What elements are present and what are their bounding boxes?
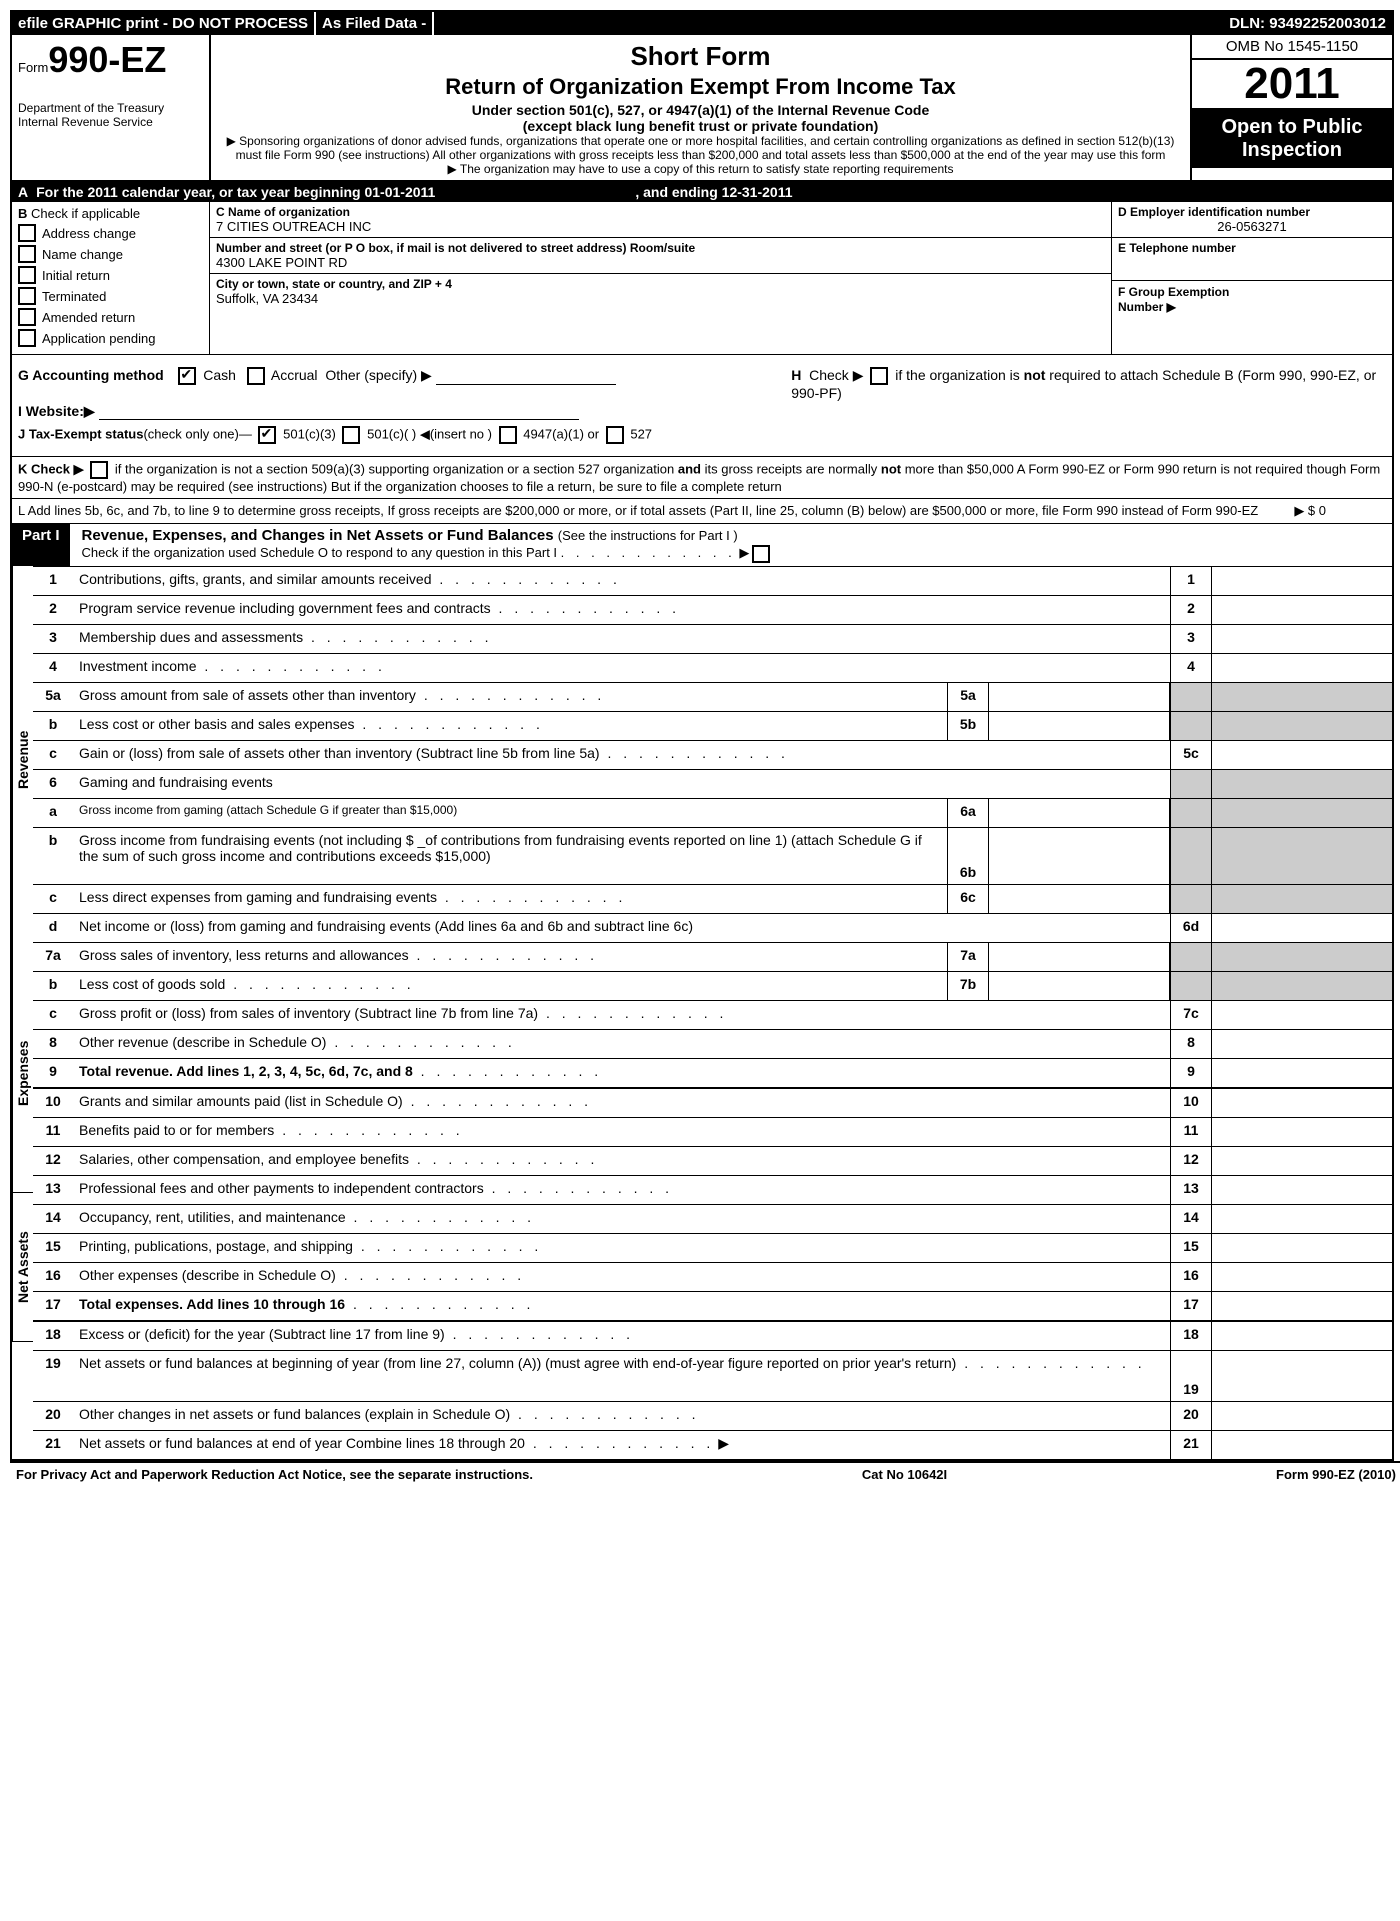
- checkbox-k[interactable]: [90, 461, 108, 479]
- cat-number: Cat No 10642I: [862, 1467, 947, 1482]
- line-k-text: if the organization is not a section 509…: [18, 462, 1380, 495]
- i-website-label: I Website:▶: [18, 403, 95, 419]
- side-expenses: Expenses: [12, 954, 33, 1193]
- form-number-cell: Form990-EZ Department of the Treasury In…: [12, 35, 211, 180]
- checkbox-terminated[interactable]: [18, 287, 36, 305]
- addr-label: Number and street (or P O box, if mail i…: [216, 241, 1105, 255]
- label-a: A: [18, 184, 28, 200]
- part1-header: Part I Revenue, Expenses, and Changes in…: [12, 524, 1392, 566]
- checkbox-amended[interactable]: [18, 308, 36, 326]
- footer: For Privacy Act and Paperwork Reduction …: [10, 1461, 1400, 1486]
- checkbox-name-change[interactable]: [18, 245, 36, 263]
- title-cell: Short Form Return of Organization Exempt…: [211, 35, 1192, 180]
- dept-treasury: Department of the Treasury: [18, 101, 203, 115]
- sponsor-note: ▶ Sponsoring organizations of donor advi…: [217, 134, 1184, 162]
- line-k: K Check ▶ if the organization is not a s…: [12, 457, 1392, 499]
- tax-year: 2011: [1192, 60, 1392, 110]
- form-version: Form 990-EZ (2010): [1276, 1467, 1396, 1482]
- part1-tag: Part I: [12, 524, 72, 566]
- column-d: D Employer identification number 26-0563…: [1112, 202, 1392, 354]
- h-label: H: [791, 367, 801, 383]
- line-l: L Add lines 5b, 6c, and 7b, to line 9 to…: [12, 499, 1392, 524]
- checkbox-accrual[interactable]: [247, 367, 265, 385]
- website-blank[interactable]: [99, 405, 579, 420]
- line-l-amount: ▶ $ 0: [1294, 503, 1326, 518]
- org-name-label: C Name of organization: [216, 205, 1105, 219]
- g-label: G Accounting method: [18, 367, 164, 383]
- part1-body: Revenue Expenses Net Assets 1Contributio…: [12, 566, 1392, 1459]
- header-row: Form990-EZ Department of the Treasury In…: [12, 35, 1392, 182]
- entity-row: B Check if applicable Address change Nam…: [12, 202, 1392, 355]
- side-netassets: Net Assets: [12, 1193, 33, 1342]
- calendar-year: For the 2011 calendar year, or tax year …: [36, 184, 435, 200]
- form-number: 990-EZ: [48, 39, 166, 80]
- checkbox-address-change[interactable]: [18, 224, 36, 242]
- checkbox-527[interactable]: [606, 426, 624, 444]
- copy-note: ▶ The organization may have to use a cop…: [217, 162, 1184, 176]
- other-specify-blank[interactable]: [436, 370, 616, 385]
- short-form: Short Form: [217, 41, 1184, 72]
- dln: DLN: 93492252003012: [1223, 12, 1392, 35]
- checkbox-schedule-o[interactable]: [752, 545, 770, 563]
- ein: 26-0563271: [1118, 219, 1386, 234]
- privacy-notice: For Privacy Act and Paperwork Reduction …: [16, 1467, 533, 1482]
- form-prefix: Form: [18, 60, 48, 75]
- column-b: B Check if applicable Address change Nam…: [12, 202, 210, 354]
- checkbox-initial-return[interactable]: [18, 266, 36, 284]
- irs: Internal Revenue Service: [18, 115, 203, 129]
- column-c: C Name of organization 7 CITIES OUTREACH…: [210, 202, 1112, 354]
- checkbox-schedule-b[interactable]: [870, 367, 888, 385]
- omb-number: OMB No 1545-1150: [1192, 35, 1392, 60]
- side-revenue: Revenue: [12, 566, 33, 954]
- except-note: (except black lung benefit trust or priv…: [217, 118, 1184, 134]
- org-address: 4300 LAKE POINT RD: [216, 255, 1105, 270]
- checkbox-cash[interactable]: [178, 367, 196, 385]
- line-a: A For the 2011 calendar year, or tax yea…: [12, 182, 1392, 202]
- checkbox-4947[interactable]: [499, 426, 517, 444]
- ending: , and ending 12-31-2011: [635, 184, 792, 200]
- j-label: J Tax-Exempt status: [18, 427, 143, 442]
- label-b: B: [18, 206, 27, 221]
- section-gh: G Accounting method Cash Accrual Other (…: [12, 355, 1392, 457]
- open-inspection: Open to PublicInspection: [1192, 110, 1392, 168]
- checkbox-501c3[interactable]: [258, 426, 276, 444]
- top-bar: efile GRAPHIC print - DO NOT PROCESS As …: [12, 12, 1392, 35]
- org-name: 7 CITIES OUTREACH INC: [216, 219, 1105, 234]
- phone-label: E Telephone number: [1118, 241, 1386, 255]
- efile-notice: efile GRAPHIC print - DO NOT PROCESS: [12, 12, 316, 35]
- checkbox-pending[interactable]: [18, 329, 36, 347]
- checkbox-501c[interactable]: [342, 426, 360, 444]
- as-filed: As Filed Data -: [316, 12, 434, 35]
- under-section: Under section 501(c), 527, or 4947(a)(1)…: [217, 102, 1184, 118]
- ein-label: D Employer identification number: [1118, 205, 1386, 219]
- right-cell: OMB No 1545-1150 2011 Open to PublicInsp…: [1192, 35, 1392, 180]
- city-label: City or town, state or country, and ZIP …: [216, 277, 1105, 291]
- form-990ez: efile GRAPHIC print - DO NOT PROCESS As …: [10, 10, 1394, 1461]
- org-city: Suffolk, VA 23434: [216, 291, 1105, 306]
- group-exempt-label: F Group Exemption: [1118, 285, 1229, 299]
- part1-title: Revenue, Expenses, and Changes in Net As…: [72, 524, 1392, 566]
- main-title: Return of Organization Exempt From Incom…: [217, 74, 1184, 100]
